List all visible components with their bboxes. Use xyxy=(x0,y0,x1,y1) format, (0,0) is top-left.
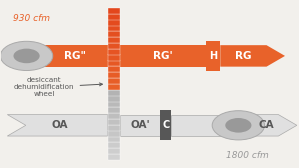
Bar xyxy=(108,119,120,125)
Bar xyxy=(120,45,206,67)
Bar xyxy=(108,107,120,113)
Circle shape xyxy=(212,111,265,140)
Bar xyxy=(108,90,120,96)
Bar xyxy=(108,60,120,67)
Bar xyxy=(108,78,120,84)
Bar xyxy=(108,148,120,154)
Text: RG': RG' xyxy=(153,51,173,61)
Bar xyxy=(108,43,120,49)
Bar xyxy=(42,45,108,67)
Bar xyxy=(108,101,120,107)
Bar xyxy=(108,25,120,31)
Polygon shape xyxy=(7,115,108,136)
Bar xyxy=(206,41,220,71)
Bar xyxy=(108,31,120,37)
Bar xyxy=(120,115,160,136)
Bar xyxy=(108,66,120,72)
Bar xyxy=(108,136,120,142)
Bar xyxy=(160,110,171,140)
Bar xyxy=(108,131,120,137)
Bar xyxy=(108,84,120,90)
Bar xyxy=(108,8,120,14)
Text: H: H xyxy=(209,51,217,61)
Bar xyxy=(108,154,120,160)
Bar xyxy=(171,115,224,136)
Bar xyxy=(108,95,120,101)
Bar xyxy=(108,142,120,148)
Bar xyxy=(108,14,120,20)
Polygon shape xyxy=(220,45,285,67)
Text: 1800 cfm: 1800 cfm xyxy=(226,151,269,160)
Circle shape xyxy=(0,41,53,71)
Circle shape xyxy=(13,49,40,63)
Text: RG: RG xyxy=(235,51,252,61)
Text: desiccant
dehumidification
wheel: desiccant dehumidification wheel xyxy=(14,77,102,97)
Bar xyxy=(108,113,120,119)
Text: RG": RG" xyxy=(64,51,86,61)
Text: OA: OA xyxy=(51,120,68,130)
Bar xyxy=(108,125,120,131)
Text: CA: CA xyxy=(258,120,274,130)
Circle shape xyxy=(225,118,251,133)
Text: OA': OA' xyxy=(130,120,150,130)
Polygon shape xyxy=(254,115,297,136)
Bar xyxy=(108,37,120,43)
Text: C: C xyxy=(162,120,170,130)
Bar xyxy=(108,54,120,61)
Text: 930 cfm: 930 cfm xyxy=(13,14,50,23)
Bar xyxy=(108,72,120,78)
Bar xyxy=(108,19,120,26)
Bar xyxy=(108,49,120,55)
